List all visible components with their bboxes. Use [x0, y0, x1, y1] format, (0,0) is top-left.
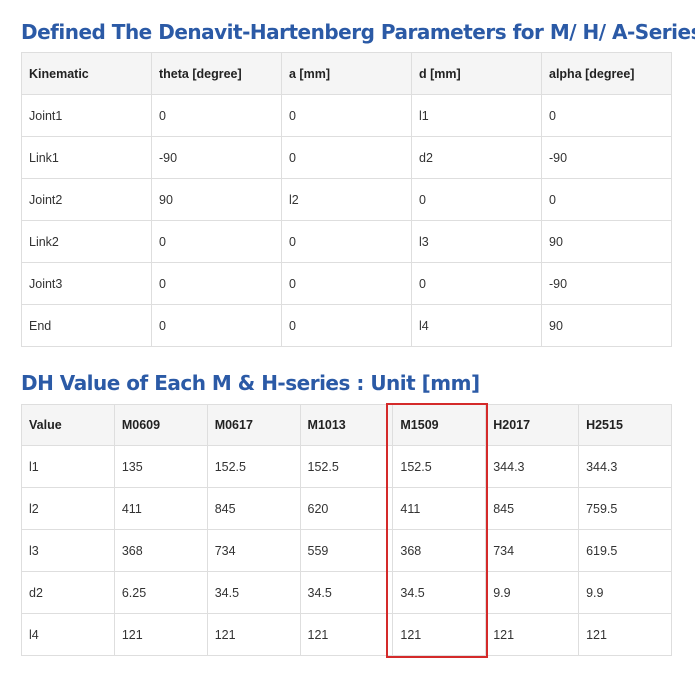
table-cell: 6.25 — [113, 571, 208, 614]
table-cell: 368 — [392, 529, 487, 572]
table-cell: 0 — [541, 94, 672, 137]
table-cell: 0 — [151, 94, 282, 137]
table-row: l2 411 845 620 411 845 759.5 — [21, 487, 672, 530]
table-row: Joint1 0 0 l1 0 — [21, 94, 672, 137]
table-row: l3 368 734 559 368 734 619.5 — [21, 529, 672, 572]
column-header-value: Value — [21, 404, 115, 446]
table-cell: l4 — [411, 304, 542, 347]
table-cell: 121 — [485, 613, 580, 656]
table-cell: 559 — [299, 529, 394, 572]
table-cell: 152.5 — [392, 445, 487, 488]
table-cell: 619.5 — [578, 529, 672, 572]
table-row: End 0 0 l4 90 — [21, 304, 672, 347]
table-row: d2 6.25 34.5 34.5 34.5 9.9 9.9 — [21, 571, 672, 614]
table-cell: 368 — [113, 529, 208, 572]
table-cell: l2 — [21, 487, 115, 530]
table-cell: 0 — [151, 262, 282, 305]
table-cell: 845 — [485, 487, 580, 530]
table-cell: 34.5 — [299, 571, 394, 614]
table-cell: 344.3 — [578, 445, 672, 488]
table-cell: 0 — [541, 178, 672, 221]
table-cell: d2 — [411, 136, 542, 179]
table-row: Joint2 90 l2 0 0 — [21, 178, 672, 221]
column-header-h2017: H2017 — [485, 404, 580, 446]
table-cell: 759.5 — [578, 487, 672, 530]
column-header-d: d [mm] — [411, 52, 542, 95]
table-cell: -90 — [541, 262, 672, 305]
table-cell: Link1 — [21, 136, 152, 179]
table-cell: l4 — [21, 613, 115, 656]
table-cell: d2 — [21, 571, 115, 614]
table-cell: 0 — [151, 220, 282, 263]
table-row: Link2 0 0 l3 90 — [21, 220, 672, 263]
table-cell: Joint3 — [21, 262, 152, 305]
table-cell: 411 — [392, 487, 487, 530]
table-cell: 0 — [281, 304, 412, 347]
column-header-m1013: M1013 — [299, 404, 394, 446]
table-cell: End — [21, 304, 152, 347]
table-row: l4 121 121 121 121 121 121 — [21, 613, 672, 656]
table-cell: 90 — [151, 178, 282, 221]
column-header-alpha: alpha [degree] — [541, 52, 672, 95]
table-cell: 0 — [151, 304, 282, 347]
table-cell: 734 — [206, 529, 301, 572]
column-header-a: a [mm] — [281, 52, 412, 95]
table-row: l1 135 152.5 152.5 152.5 344.3 344.3 — [21, 445, 672, 488]
table-cell: 121 — [578, 613, 672, 656]
table-cell: Link2 — [21, 220, 152, 263]
table-cell: 90 — [541, 220, 672, 263]
table-cell: 34.5 — [392, 571, 487, 614]
table-cell: l2 — [281, 178, 412, 221]
table-cell: 344.3 — [485, 445, 580, 488]
table-cell: 90 — [541, 304, 672, 347]
column-header-theta: theta [degree] — [151, 52, 282, 95]
table-cell: 734 — [485, 529, 580, 572]
table-cell: Joint1 — [21, 94, 152, 137]
table-cell: 135 — [113, 445, 208, 488]
table-cell: -90 — [151, 136, 282, 179]
table-cell: 34.5 — [206, 571, 301, 614]
column-header-m1509: M1509 — [392, 404, 487, 446]
table-header-row: Value M0609 M0617 M1013 M1509 H2017 H251… — [21, 404, 672, 446]
dh-values-title: DH Value of Each M & H-series : Unit [mm… — [21, 371, 480, 395]
column-header-h2515: H2515 — [578, 404, 672, 446]
table-cell: 0 — [281, 136, 412, 179]
table-cell: 121 — [392, 613, 487, 656]
table-cell: 121 — [206, 613, 301, 656]
table-cell: 411 — [113, 487, 208, 530]
table-cell: 9.9 — [578, 571, 672, 614]
table-cell: l1 — [21, 445, 115, 488]
table-cell: 152.5 — [299, 445, 394, 488]
table-cell: 121 — [113, 613, 208, 656]
table-cell: 152.5 — [206, 445, 301, 488]
table-cell: 0 — [411, 262, 542, 305]
table-header-row: Kinematic theta [degree] a [mm] d [mm] a… — [21, 52, 672, 95]
table-cell: l3 — [411, 220, 542, 263]
table-cell: 0 — [281, 262, 412, 305]
table-cell: 620 — [299, 487, 394, 530]
table-row: Joint3 0 0 0 -90 — [21, 262, 672, 305]
table-cell: 845 — [206, 487, 301, 530]
table-cell: 121 — [299, 613, 394, 656]
dh-parameters-title: Defined The Denavit-Hartenberg Parameter… — [21, 20, 695, 44]
column-header-m0617: M0617 — [206, 404, 301, 446]
table-cell: l1 — [411, 94, 542, 137]
table-cell: Joint2 — [21, 178, 152, 221]
dh-parameters-table: Kinematic theta [degree] a [mm] d [mm] a… — [21, 52, 672, 347]
table-cell: 9.9 — [485, 571, 580, 614]
column-header-kinematic: Kinematic — [21, 52, 152, 95]
table-cell: 0 — [281, 94, 412, 137]
column-header-m0609: M0609 — [113, 404, 208, 446]
table-row: Link1 -90 0 d2 -90 — [21, 136, 672, 179]
table-cell: 0 — [281, 220, 412, 263]
table-cell: 0 — [411, 178, 542, 221]
table-cell: l3 — [21, 529, 115, 572]
dh-values-table: Value M0609 M0617 M1013 M1509 H2017 H251… — [21, 404, 672, 656]
table-cell: -90 — [541, 136, 672, 179]
